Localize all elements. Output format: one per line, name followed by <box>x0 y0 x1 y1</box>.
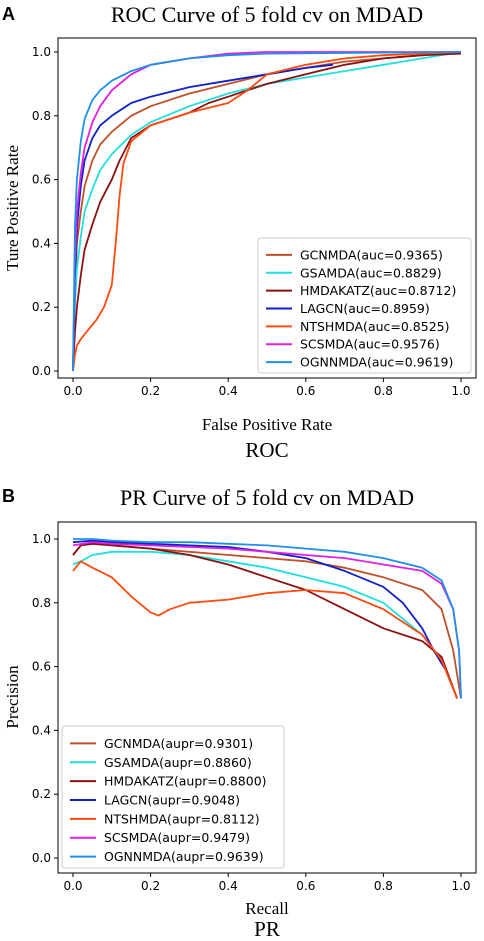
y-tick-label: 1.0 <box>32 45 51 59</box>
pr-plot-frame <box>57 521 477 874</box>
y-tick-label: 0.6 <box>32 173 51 187</box>
y-tick-label: 0.6 <box>32 660 51 674</box>
legend-entry: NTSHMDA(aupr=0.8112) <box>104 811 260 826</box>
x-tick-label: 0.4 <box>219 384 238 398</box>
legend-box <box>61 725 285 869</box>
legend-entry: HMDAKATZ(aupr=0.8800) <box>104 774 267 789</box>
legend-entry: LAGCN(auc=0.8959) <box>300 301 430 316</box>
roc-y-axis-label: Ture Positive Rate <box>3 145 22 271</box>
series-line <box>72 63 334 372</box>
series-line <box>72 51 462 372</box>
series-line <box>73 538 462 699</box>
pr-series-lines <box>72 538 462 699</box>
panel-letter-a: A <box>2 4 15 24</box>
x-tick-label: 0.8 <box>374 384 393 398</box>
roc-x-axis-label: False Positive Rate <box>202 415 332 434</box>
pr-panel: B PR Curve of 5 fold cv on MDAD 0.0 0.2 0.… <box>2 485 477 941</box>
panel-letter-b: B <box>2 486 15 506</box>
series-line <box>72 541 462 699</box>
legend-entry: GCNMDA(auc=0.9365) <box>300 247 443 262</box>
legend-entry: NTSHMDA(auc=0.8525) <box>300 319 449 334</box>
y-tick-label: 0.4 <box>32 236 51 250</box>
roc-series-lines <box>72 51 462 372</box>
series-line <box>72 51 462 372</box>
y-tick-label: 0.4 <box>32 723 51 737</box>
series-line <box>72 560 458 699</box>
series-line <box>72 541 462 699</box>
series-line <box>72 51 462 372</box>
x-tick-label: 1.0 <box>451 879 470 893</box>
y-tick-label: 1.0 <box>32 532 51 546</box>
roc-ticks: 0.0 0.2 0.4 0.6 0.8 1.0 0.0 0.2 0.4 0.6 0.8 1.0 <box>32 45 471 398</box>
legend-box <box>257 237 472 374</box>
y-tick-label: 0.0 <box>32 364 51 378</box>
series-line <box>72 542 458 699</box>
series-line <box>72 539 447 671</box>
x-tick-label: 0.0 <box>63 384 82 398</box>
y-tick-label: 0.8 <box>32 109 51 123</box>
legend-entry: LAGCN(aupr=0.9048) <box>104 793 240 808</box>
x-tick-label: 0.2 <box>141 384 160 398</box>
series-line <box>72 550 458 699</box>
x-tick-label: 0.2 <box>141 879 160 893</box>
series-line <box>72 51 462 372</box>
pr-x-axis-label: Recall <box>245 899 289 918</box>
x-tick-label: 0.8 <box>374 879 393 893</box>
roc-plot-frame <box>57 37 477 379</box>
x-tick-label: 0.4 <box>219 879 238 893</box>
roc-caption: ROC <box>245 438 288 462</box>
pr-title: PR Curve of 5 fold cv on MDAD <box>120 485 414 510</box>
legend-entry: OGNNMDA(aupr=0.9639) <box>104 849 264 864</box>
y-tick-label: 0.0 <box>32 851 51 865</box>
legend-entry: GSAMDA(aupr=0.8860) <box>104 755 252 770</box>
y-tick-label: 0.2 <box>32 300 51 314</box>
pr-legend: GCNMDA(aupr=0.9301) GSAMDA(aupr=0.8860) HM… <box>61 725 285 869</box>
x-tick-label: 0.6 <box>296 384 315 398</box>
roc-title: ROC Curve of 5 fold cv on MDAD <box>111 2 423 27</box>
x-tick-label: 0.6 <box>296 879 315 893</box>
x-tick-label: 1.0 <box>451 384 470 398</box>
roc-legend: GCNMDA(auc=0.9365) GSAMDA(auc=0.8829) HMDA… <box>257 237 472 374</box>
legend-entry: OGNNMDA(auc=0.9619) <box>300 355 453 370</box>
y-tick-label: 0.8 <box>32 596 51 610</box>
legend-entry: GCNMDA(aupr=0.9301) <box>104 736 253 751</box>
pr-caption: PR <box>254 917 280 941</box>
legend-entry: SCSMDA(auc=0.9576) <box>300 337 440 352</box>
pr-ticks: 0.0 0.2 0.4 0.6 0.8 1.0 0.0 0.2 0.4 0.6 0.8 1.0 <box>32 532 471 893</box>
pr-y-axis-label: Precision <box>3 665 22 729</box>
x-tick-label: 0.0 <box>63 879 82 893</box>
roc-panel: A ROC Curve of 5 fold cv on MDAD 0.0 0.2 0… <box>2 2 477 462</box>
legend-entry: HMDAKATZ(auc=0.8712) <box>300 283 456 298</box>
series-line <box>72 51 461 372</box>
legend-entry: GSAMDA(auc=0.8829) <box>300 265 442 280</box>
y-tick-label: 0.2 <box>32 787 51 801</box>
legend-entry: SCSMDA(aupr=0.9479) <box>104 830 250 845</box>
